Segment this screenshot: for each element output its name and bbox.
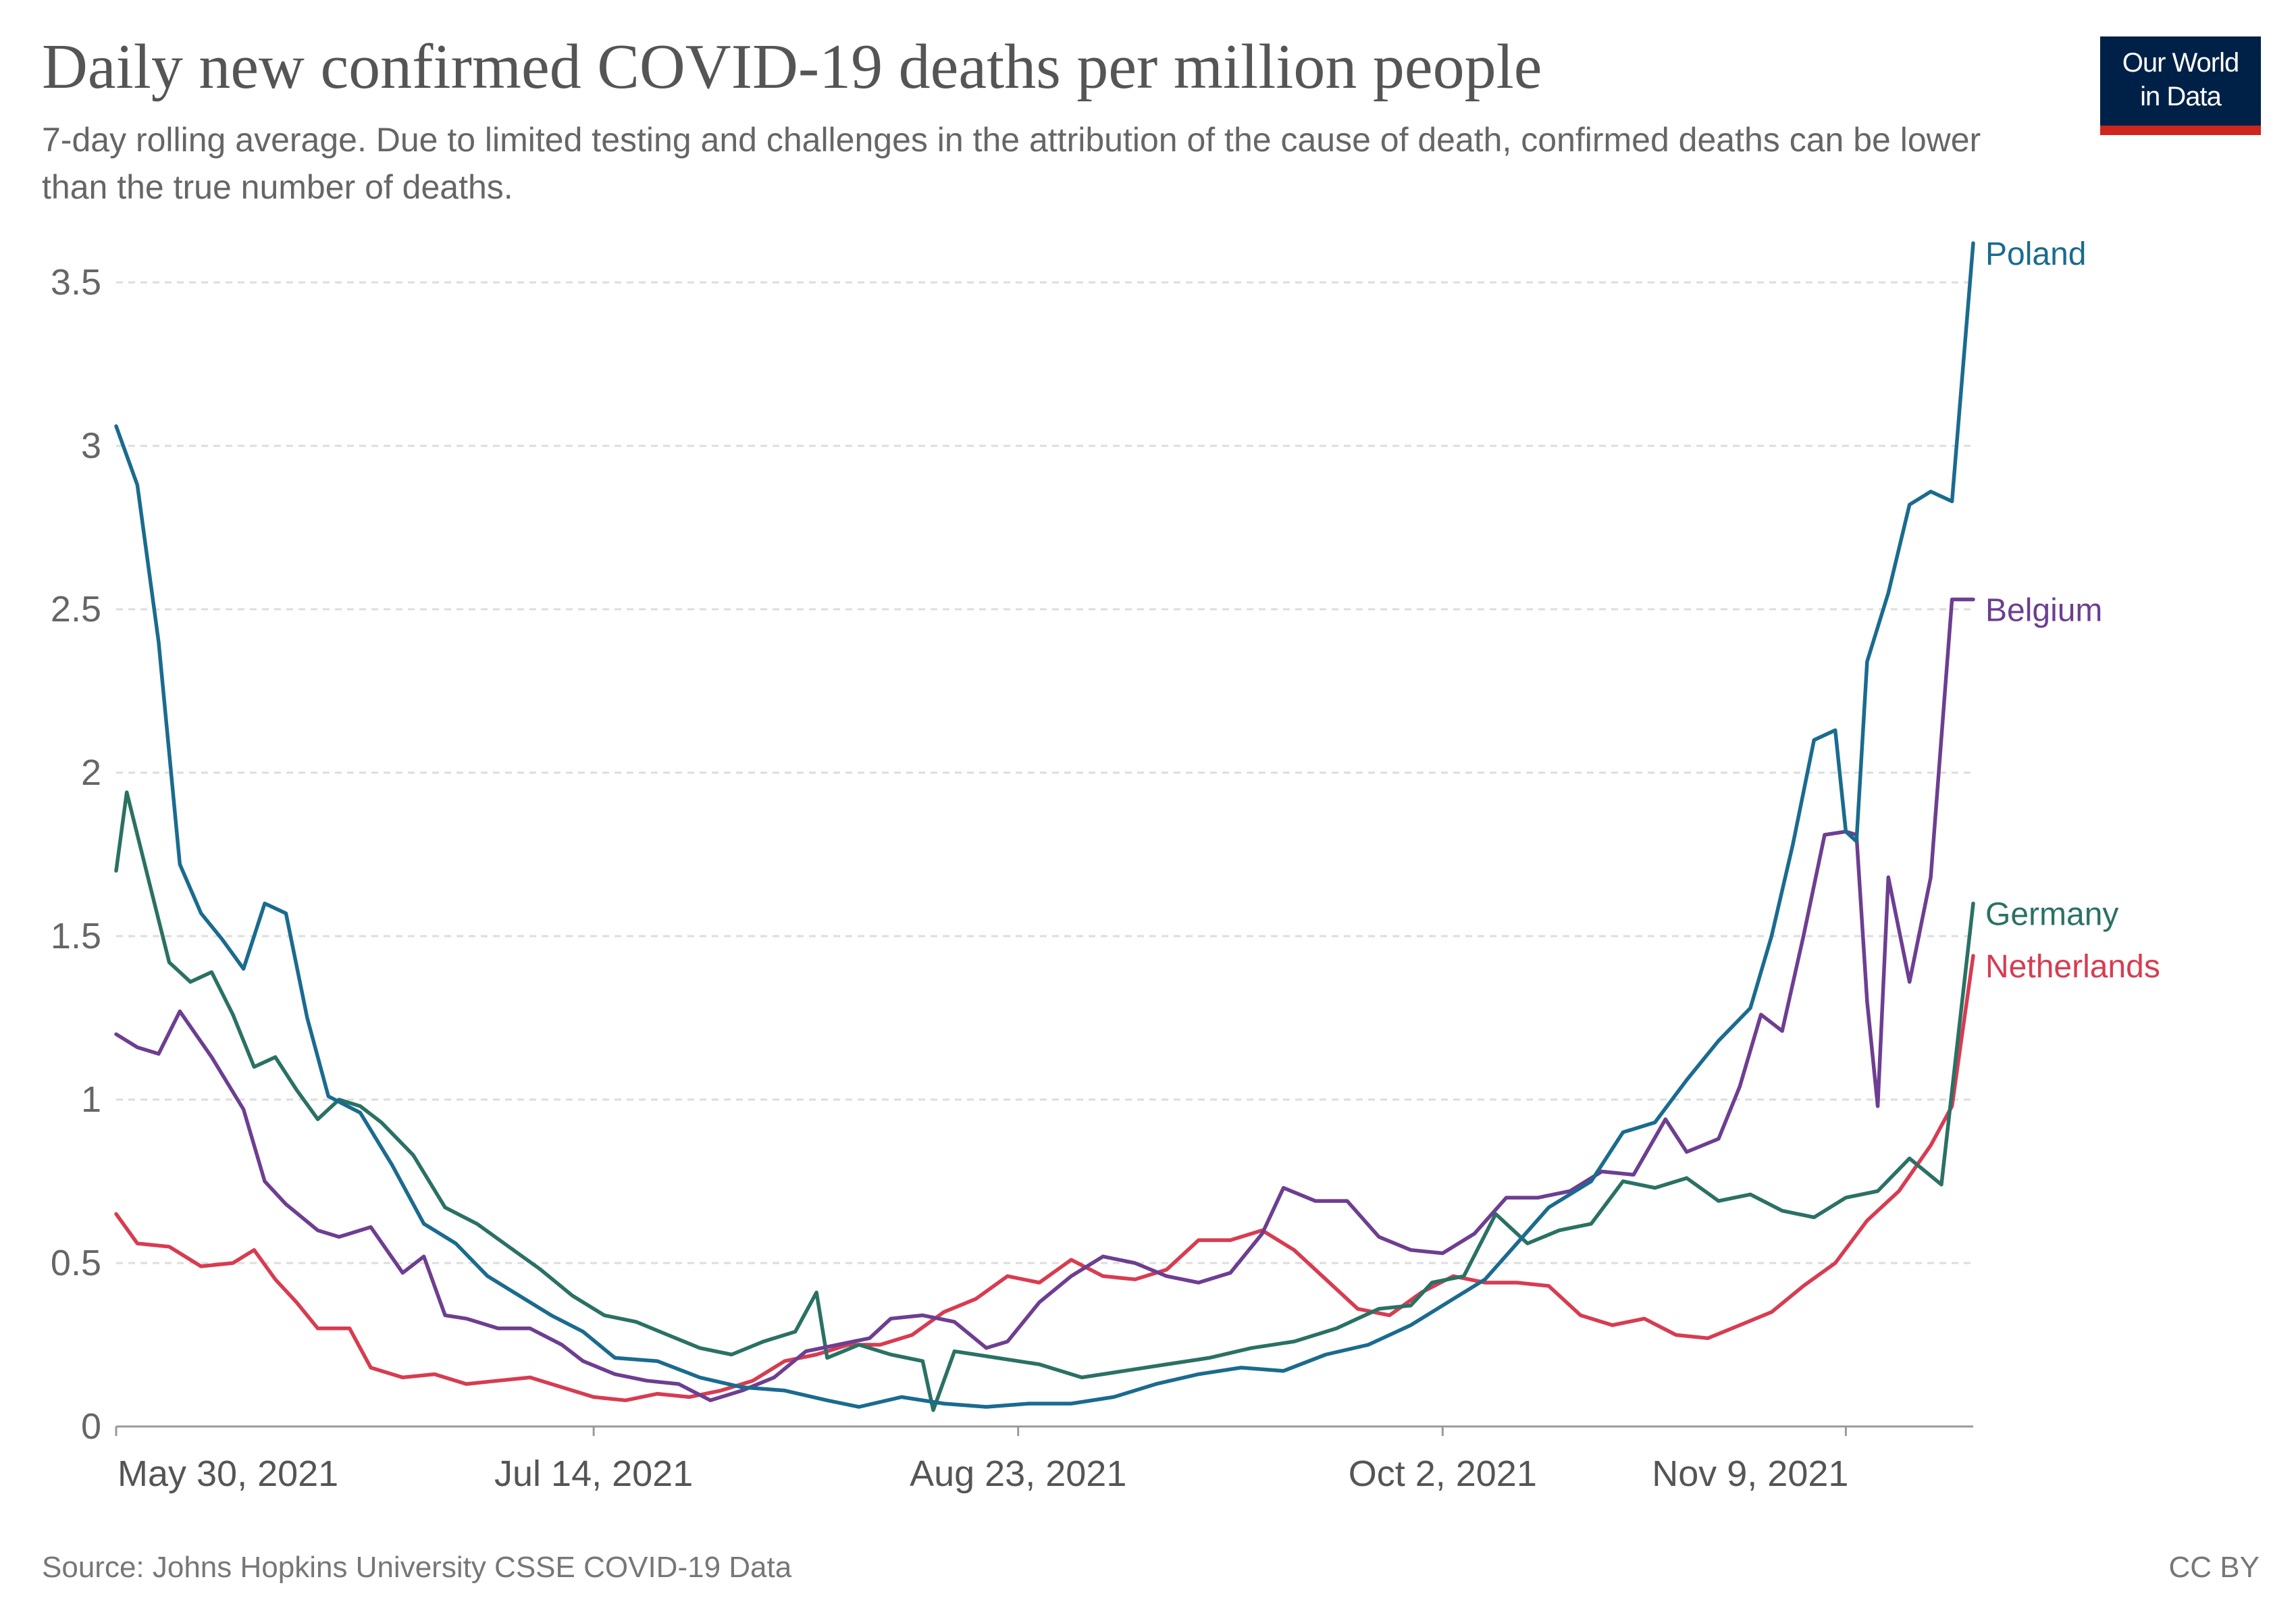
series-line-poland[interactable] (114, 241, 1975, 1409)
x-tick-label: Nov 9, 2021 (1652, 1453, 1848, 1494)
owid-logo[interactable]: Our World in Data (2100, 36, 2261, 135)
x-tick-label: Aug 23, 2021 (910, 1453, 1126, 1494)
series-line-germany[interactable] (114, 790, 1975, 1412)
chart-title: Daily new confirmed COVID-19 deaths per … (42, 32, 1542, 102)
license-note[interactable]: CC BY (2168, 1551, 2260, 1584)
y-tick-label: 2.5 (51, 589, 101, 629)
gridlines (116, 281, 1973, 1264)
x-tick-label: May 30, 2021 (118, 1453, 338, 1494)
axes: 0 0.5 1 1.5 2 2.5 3 3.5 May 30, 2021 Jul 14, 2021… (51, 262, 1973, 1494)
y-tick-label: 1.5 (51, 916, 101, 956)
series-label-belgium[interactable]: Belgium (1985, 593, 2102, 629)
y-tick-label: 3.5 (51, 262, 101, 303)
y-tick-label: 2 (81, 752, 101, 793)
series-labels: Poland Belgium Germany Netherlands (1985, 236, 2160, 985)
series-label-poland[interactable]: Poland (1985, 236, 2086, 272)
y-tick-label: 3 (81, 426, 101, 466)
series-label-germany[interactable]: Germany (1985, 897, 2118, 933)
logo-line-1: Our World (2122, 48, 2240, 78)
y-tick-label: 1 (81, 1079, 101, 1120)
series-label-netherlands[interactable]: Netherlands (1985, 949, 2160, 985)
y-tick-label: 0.5 (51, 1243, 101, 1283)
x-tick-label: Oct 2, 2021 (1349, 1453, 1537, 1494)
series-line-belgium[interactable] (114, 597, 1975, 1403)
series-lines (114, 241, 1975, 1412)
y-tick-label: 0 (81, 1406, 101, 1447)
source-note: Source: Johns Hopkins University CSSE CO… (42, 1551, 792, 1584)
x-tick-label: Jul 14, 2021 (494, 1453, 693, 1494)
chart-subtitle: 7-day rolling average. Due to limited te… (42, 121, 1981, 206)
series-line-netherlands[interactable] (114, 954, 1975, 1403)
logo-line-2: in Data (2140, 82, 2222, 111)
